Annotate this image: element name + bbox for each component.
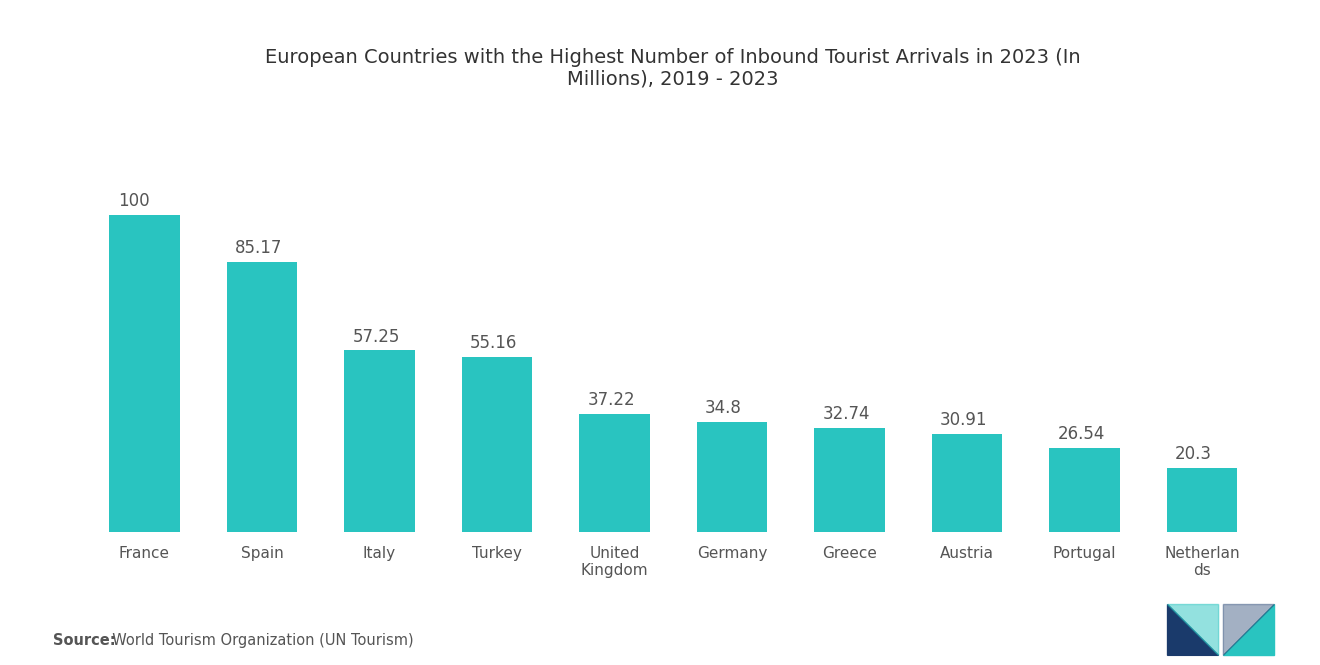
Bar (227, 262, 297, 532)
Text: 85.17: 85.17 (235, 239, 282, 257)
Bar (110, 215, 180, 532)
Text: 55.16: 55.16 (470, 334, 517, 352)
Text: 34.8: 34.8 (705, 399, 742, 417)
Bar (579, 414, 649, 532)
Text: 100: 100 (117, 192, 149, 210)
Bar (697, 422, 767, 532)
Text: 26.54: 26.54 (1057, 425, 1105, 443)
Bar (932, 434, 1002, 532)
Text: World Tourism Organization (UN Tourism): World Tourism Organization (UN Tourism) (103, 633, 413, 648)
Polygon shape (1224, 604, 1274, 656)
Text: 37.22: 37.22 (587, 391, 635, 409)
Polygon shape (1167, 604, 1218, 656)
Text: 57.25: 57.25 (352, 328, 400, 346)
Polygon shape (1224, 604, 1274, 656)
Text: 30.91: 30.91 (940, 411, 987, 429)
Bar (345, 350, 414, 532)
Text: 32.74: 32.74 (822, 406, 870, 424)
Bar (462, 357, 532, 532)
Text: Source:: Source: (53, 633, 115, 648)
Title: European Countries with the Highest Number of Inbound Tourist Arrivals in 2023 (: European Countries with the Highest Numb… (265, 48, 1081, 89)
Bar (814, 428, 884, 532)
Bar (1167, 467, 1237, 532)
Polygon shape (1167, 604, 1218, 656)
Text: 20.3: 20.3 (1175, 445, 1212, 463)
Bar (1049, 448, 1119, 532)
